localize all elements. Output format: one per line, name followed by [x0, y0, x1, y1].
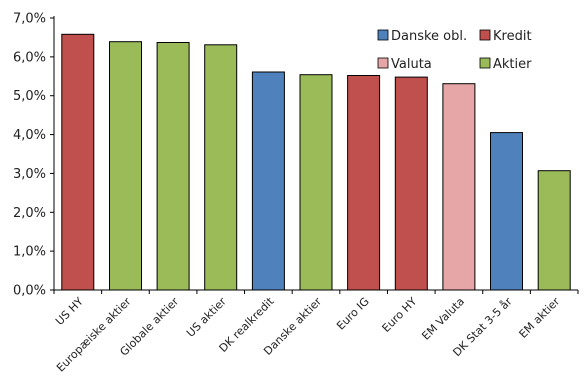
bar-0 [61, 33, 95, 291]
bar-7 [394, 76, 428, 291]
legend-label: Aktier [493, 57, 532, 72]
y-tick-label: 2,0% [13, 206, 46, 221]
x-tick-label: US aktier [184, 295, 229, 340]
legend-swatch [377, 29, 389, 41]
y-tick-label: 6,0% [13, 50, 46, 65]
y-tick-label: 0,0% [13, 284, 46, 299]
axes [53, 16, 578, 291]
y-tick-label: 7,0% [13, 12, 46, 27]
legend-label: Danske obl. [391, 29, 467, 44]
x-tick-label: US HY [53, 295, 86, 328]
x-tick-label: Euro IG [334, 295, 372, 333]
bar-3 [204, 44, 238, 291]
bars [61, 33, 571, 291]
x-tick-label: Euro HY [379, 295, 419, 335]
legend-swatch [479, 57, 491, 69]
legend-label: Valuta [391, 57, 432, 72]
y-tick-label: 5,0% [13, 89, 46, 104]
bar-8 [442, 83, 476, 291]
legend: Danske obl. Kredit Valuta Aktier [377, 29, 532, 72]
bar-6 [347, 75, 381, 291]
legend-label: Kredit [493, 29, 532, 44]
y-tick-label: 3,0% [13, 167, 46, 182]
x-tick-label: EM Valuta [419, 295, 467, 343]
bar-1 [109, 41, 142, 291]
y-tick-label: 1,0% [13, 245, 46, 260]
bar-4 [251, 71, 285, 291]
legend-swatch [377, 57, 389, 69]
bar-2 [156, 42, 190, 291]
bar-9 [490, 132, 523, 291]
legend-swatch [479, 29, 491, 41]
bar-5 [299, 74, 333, 291]
y-axis-ticks: 0,0% 1,0% 2,0% 3,0% 4,0% 5,0% 6,0% 7,0% [13, 12, 54, 299]
bar-10 [537, 170, 571, 291]
y-tick-label: 4,0% [13, 128, 46, 143]
x-tick-label: EM aktier [517, 295, 563, 341]
